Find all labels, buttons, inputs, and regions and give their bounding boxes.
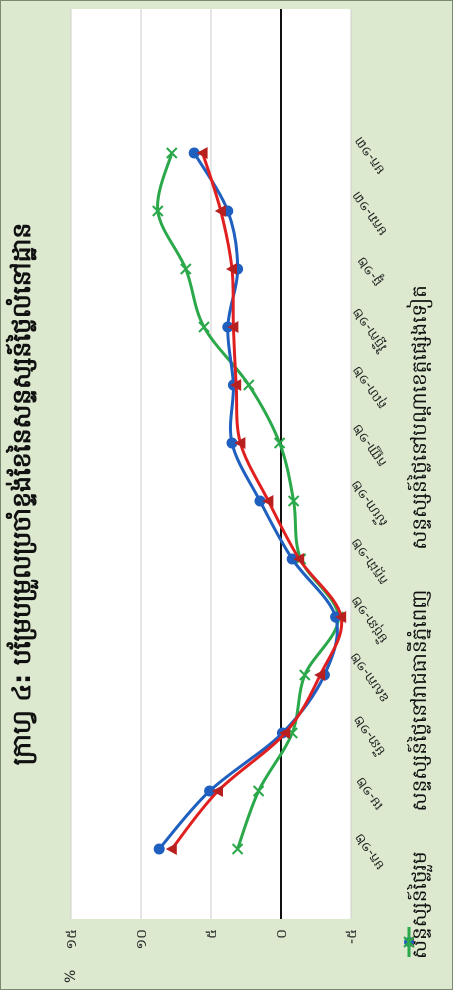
- legend-label-provinces: សន្ទស្សន៍ថ្លៃនៅបណ្តាខេត្តផ្សេងទៀត: [407, 285, 431, 550]
- y-tick-label: ៥: [204, 929, 220, 939]
- data-point: [166, 147, 178, 159]
- data-point: [196, 147, 208, 159]
- x-tick-label: មក-១២: [352, 830, 388, 872]
- data-point: [273, 437, 286, 449]
- y-tick-label: ១៥: [64, 929, 80, 950]
- x-tick-label: មេ-១២: [353, 774, 386, 813]
- x-tick-label: មីនា-១២: [349, 712, 389, 759]
- data-point: [287, 495, 300, 507]
- data-point: [198, 321, 210, 333]
- chart-title: ក្រាហ្វ ៤: បម្រែបម្រួលប្រចាំខ្ទង់ខែនៃសន្…: [7, 222, 36, 766]
- data-point: [335, 611, 347, 623]
- data-point: [188, 147, 200, 159]
- legend-label-phnom-penh: សន្ទស្សន៍ថ្លៃនៅរាជធានីភ្នំពេញ: [407, 589, 431, 812]
- x-tick-label: មិថុនា-១២: [347, 592, 392, 646]
- legend-item-phnom-penh: សន្ទស្សន៍ថ្លៃនៅរាជធានីភ្នំពេញ: [404, 589, 436, 957]
- data-point: [279, 727, 291, 739]
- data-point: [165, 843, 177, 855]
- data-point: [286, 553, 298, 565]
- data-point: [226, 437, 238, 449]
- legend: សន្ទស្សន៍ថ្លៃរួម សន្ទស្សន៍ថ្លៃនៅរាជធានីភ…: [401, 29, 441, 959]
- data-point: [153, 843, 165, 855]
- data-point: [262, 495, 274, 507]
- data-point: [314, 669, 326, 681]
- data-point: [152, 205, 164, 217]
- x-tick-label: វិច្ឆិកា-១២: [348, 305, 391, 356]
- data-point: [212, 785, 223, 797]
- data-point: [234, 437, 246, 449]
- x-tick-label: មករា-១៣: [350, 188, 391, 238]
- x-tick-label: ឧសភា-១២: [348, 649, 393, 705]
- series-line: [156, 152, 340, 850]
- x-tick-label: មក-១៣: [352, 133, 388, 176]
- data-point: [231, 843, 244, 855]
- y-tick-label: -៥: [344, 929, 360, 944]
- data-point: [254, 495, 266, 507]
- data-point: [214, 205, 226, 217]
- plot-area: -៥ ០ ៥ ១០ ១៥ មក-១២ មេ-១២ មីនា-១២ ឧសភា-១២ មិថុនា-១…: [64, 9, 393, 950]
- y-tick-label: ០: [274, 929, 290, 939]
- data-point: [299, 669, 311, 681]
- x-tick-label: កញ្ញា-១២: [350, 421, 390, 470]
- series-line: [158, 152, 339, 850]
- data-point: [243, 379, 255, 391]
- data-point: [226, 263, 237, 275]
- data-point: [293, 553, 305, 565]
- data-point: [230, 379, 242, 391]
- x-tick-label: ធ្នូ-១២: [355, 252, 388, 288]
- y-tick-label: ១០: [134, 929, 150, 950]
- line-chart: -៥ ០ ៥ ១០ ១៥ មក-១២ មេ-១២ មីនា-១២ ឧសភា-១២មិថុនា-១…: [64, 9, 393, 950]
- data-point: [252, 785, 265, 797]
- data-point: [227, 321, 239, 333]
- x-tick-label: សីហា-១២: [347, 477, 391, 530]
- y-unit-label: %: [63, 969, 79, 983]
- legend-item-provinces: សន្ទស្សន៍ថ្លៃនៅបណ្តាខេត្តផ្សេងទៀត: [403, 285, 436, 957]
- data-point: [204, 785, 216, 797]
- x-tick-label: កក្កដា-១២: [349, 535, 392, 587]
- x-tick-label: តុលា-១២: [350, 362, 391, 411]
- data-point: [180, 263, 192, 275]
- legend-marker-x-icon: [403, 927, 415, 957]
